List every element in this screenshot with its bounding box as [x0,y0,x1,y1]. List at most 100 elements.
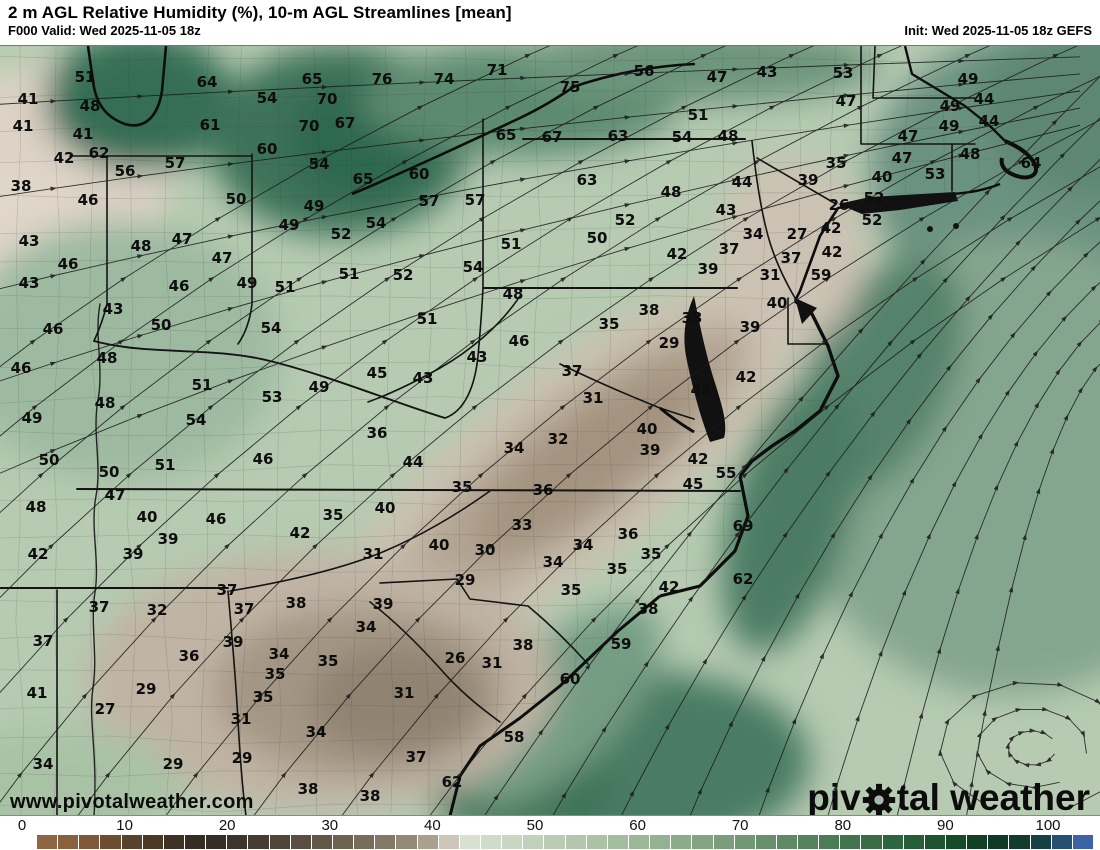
colorbar-cell [269,835,290,849]
humidity-value: 45 [683,475,704,493]
humidity-value: 35 [323,506,344,524]
colorbar-cell [79,835,100,849]
colorbar-tick-label: 80 [834,817,852,834]
colorbar-cell [713,835,734,849]
humidity-value: 51 [688,106,709,124]
humidity-value: 37 [562,362,583,380]
humidity-value: 44 [974,90,995,108]
colorbar-cell [142,835,163,849]
humidity-value: 39 [698,260,719,278]
colorbar-cell [1030,835,1051,849]
colorbar-cell [121,835,142,849]
humidity-value: 54 [261,319,282,337]
colorbar-tick-label: 0 [17,817,27,834]
humidity-value: 37 [89,598,110,616]
colorbar-cell [692,835,713,849]
humidity-value: 39 [640,441,661,459]
humidity-value: 42 [822,243,843,261]
humidity-value: 48 [661,183,682,201]
humidity-value: 59 [611,635,632,653]
colorbar-cell [163,835,184,849]
humidity-value: 57 [465,191,486,209]
humidity-value: 46 [78,191,99,209]
humidity-value: 39 [158,530,179,548]
humidity-value: 42 [736,368,757,386]
humidity-value: 70 [299,117,320,135]
colorbar-cell [354,835,375,849]
colorbar-cell [248,835,269,849]
humidity-value: 67 [542,128,563,146]
colorbar-cell [58,835,79,849]
colorbar-tick-label: 20 [218,817,236,834]
humidity-value: 29 [163,755,184,773]
humidity-value: 56 [115,162,136,180]
humidity-value: 44 [979,112,1000,130]
humidity-value: 49 [304,197,325,215]
humidity-value: 71 [487,61,508,79]
humidity-value: 52 [862,211,883,229]
humidity-value: 38 [513,636,534,654]
humidity-value: 26 [445,649,466,667]
humidity-value: 74 [434,70,455,88]
humidity-value: 47 [892,149,913,167]
humidity-value: 43 [19,274,40,292]
humidity-value: 40 [872,168,893,186]
colorbar-cell [459,835,480,849]
colorbar-cell [290,835,311,849]
colorbar-tick-label: 50 [526,817,544,834]
humidity-value: 62 [89,144,110,162]
colorbar-cell [1009,835,1030,849]
humidity-value: 34 [504,439,525,457]
colorbar-cell [100,835,121,849]
humidity-value: 37 [217,581,238,599]
humidity-value: 34 [306,723,327,741]
colorbar-cell [819,835,840,849]
humidity-value: 31 [363,545,384,563]
humidity-value: 40 [375,499,396,517]
humidity-value: 38 [11,177,32,195]
humidity-value: 48 [718,127,739,145]
humidity-value: 34 [573,536,594,554]
humidity-value: 41 [27,684,48,702]
humidity-value: 54 [186,411,207,429]
logo-text-piv: piv [807,777,861,816]
humidity-value: 54 [672,128,693,146]
humidity-value: 70 [317,90,338,108]
humidity-value: 51 [75,68,96,86]
humidity-value: 63 [577,171,598,189]
humidity-value: 39 [373,595,394,613]
humidity-value: 47 [172,230,193,248]
humidity-value: 34 [356,618,377,636]
colorbar-tick-label: 40 [424,817,441,834]
humidity-value: 29 [136,680,157,698]
humidity-value: 38 [639,301,660,319]
humidity-value: 47 [836,92,857,110]
humidity-value: 65 [496,126,517,144]
watermark: www.pivotalweather.com [10,791,254,813]
colorbar-cell [903,835,924,849]
colorbar-cell [988,835,1009,849]
humidity-value: 40 [637,420,658,438]
humidity-value: 35 [607,560,628,578]
humidity-value: 35 [318,652,339,670]
map-title: 2 m AGL Relative Humidity (%), 10-m AGL … [8,3,512,22]
humidity-value: 36 [533,481,554,499]
colorbar-tick-label: 90 [937,817,954,834]
humidity-value: 41 [13,117,34,135]
humidity-value: 48 [131,237,152,255]
humidity-value: 45 [691,381,712,399]
humidity-value: 35 [265,665,286,683]
humidity-value: 54 [366,214,387,232]
gear-icon [862,783,896,817]
humidity-value: 51 [155,456,176,474]
humidity-value: 49 [958,70,979,88]
colorbar-cell [607,835,628,849]
colorbar-tick-label: 30 [321,817,339,834]
humidity-value: 46 [253,450,274,468]
humidity-value: 47 [707,68,728,86]
humidity-value: 49 [237,274,258,292]
humidity-value: 31 [231,710,252,728]
map-canvas: 51 64 65 76 74 71 75 56 47 43 53 49 41 48 54 70 51 47 49 44… [0,45,1100,816]
